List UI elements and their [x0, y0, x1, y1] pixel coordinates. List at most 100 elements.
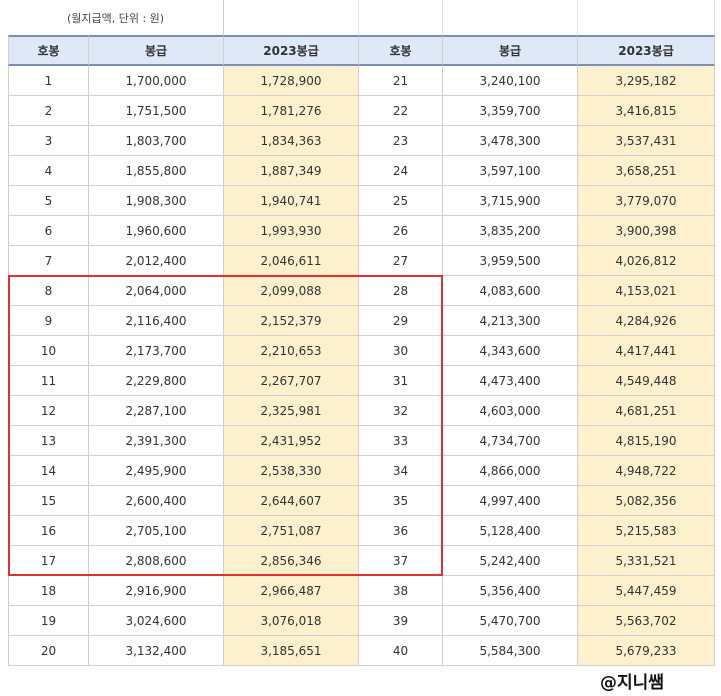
cell-salary: 5,242,400 [443, 546, 578, 576]
cell-salary-2023: 2,431,952 [224, 426, 359, 456]
cell-grade: 14 [8, 456, 89, 486]
cell-salary-2023: 4,284,926 [578, 306, 715, 336]
cell-salary: 2,116,400 [89, 306, 224, 336]
cell-salary: 2,705,100 [89, 516, 224, 546]
cell-salary: 1,700,000 [89, 66, 224, 96]
cell-salary-2023: 4,417,441 [578, 336, 715, 366]
cell-salary-2023: 1,940,741 [224, 186, 359, 216]
cell-salary-2023: 2,325,981 [224, 396, 359, 426]
cell-salary: 2,808,600 [89, 546, 224, 576]
cell-salary-2023: 4,026,812 [578, 246, 715, 276]
cell-salary-2023: 5,563,702 [578, 606, 715, 636]
cell-salary: 3,959,500 [443, 246, 578, 276]
cell-grade: 26 [359, 216, 443, 246]
cell-salary-2023: 3,900,398 [578, 216, 715, 246]
cell-salary: 3,478,300 [443, 126, 578, 156]
cell-salary: 5,470,700 [443, 606, 578, 636]
cell-grade: 40 [359, 636, 443, 666]
header-grade: 호봉 [8, 35, 89, 66]
table-row: 20 3,132,400 3,185,651 40 5,584,300 5,679,233 [0, 636, 721, 666]
cell-salary: 2,916,900 [89, 576, 224, 606]
table-row: 8 2,064,000 2,099,088 28 4,083,600 4,153,021 [0, 276, 721, 306]
cell-grade: 37 [359, 546, 443, 576]
cell-grade: 25 [359, 186, 443, 216]
blank-cell [443, 0, 578, 35]
cell-grade: 29 [359, 306, 443, 336]
cell-salary-2023: 1,728,900 [224, 66, 359, 96]
table-row: 11 2,229,800 2,267,707 31 4,473,400 4,549,448 [0, 366, 721, 396]
table-row: 18 2,916,900 2,966,487 38 5,356,400 5,447,459 [0, 576, 721, 606]
cell-grade: 3 [8, 126, 89, 156]
cell-salary: 1,803,700 [89, 126, 224, 156]
table-row: 14 2,495,900 2,538,330 34 4,866,000 4,948,722 [0, 456, 721, 486]
cell-salary-2023: 3,658,251 [578, 156, 715, 186]
header-salary-2023: 2023봉급 [578, 35, 715, 66]
cell-grade: 1 [8, 66, 89, 96]
cell-salary: 3,240,100 [443, 66, 578, 96]
cell-salary-2023: 4,549,448 [578, 366, 715, 396]
header-grade: 호봉 [359, 35, 443, 66]
cell-salary: 2,600,400 [89, 486, 224, 516]
cell-salary-2023: 3,185,651 [224, 636, 359, 666]
cell-grade: 38 [359, 576, 443, 606]
cell-salary-2023: 2,046,611 [224, 246, 359, 276]
cell-salary-2023: 3,779,070 [578, 186, 715, 216]
cell-grade: 21 [359, 66, 443, 96]
cell-grade: 11 [8, 366, 89, 396]
cell-salary-2023: 5,215,583 [578, 516, 715, 546]
cell-salary-2023: 4,948,722 [578, 456, 715, 486]
cell-grade: 39 [359, 606, 443, 636]
cell-salary-2023: 3,076,018 [224, 606, 359, 636]
table-row: 16 2,705,100 2,751,087 36 5,128,400 5,215,583 [0, 516, 721, 546]
cell-grade: 2 [8, 96, 89, 126]
header-salary-2023: 2023봉급 [224, 35, 359, 66]
header-salary: 봉급 [443, 35, 578, 66]
cell-grade: 10 [8, 336, 89, 366]
cell-grade: 33 [359, 426, 443, 456]
cell-salary-2023: 2,210,653 [224, 336, 359, 366]
table-row: 2 1,751,500 1,781,276 22 3,359,700 3,416,815 [0, 96, 721, 126]
cell-grade: 20 [8, 636, 89, 666]
cell-grade: 28 [359, 276, 443, 306]
cell-salary: 4,213,300 [443, 306, 578, 336]
cell-salary: 3,835,200 [443, 216, 578, 246]
cell-salary: 5,128,400 [443, 516, 578, 546]
cell-grade: 9 [8, 306, 89, 336]
table-row: 17 2,808,600 2,856,346 37 5,242,400 5,331,521 [0, 546, 721, 576]
cell-grade: 6 [8, 216, 89, 246]
cell-grade: 12 [8, 396, 89, 426]
cell-salary-2023: 1,887,349 [224, 156, 359, 186]
cell-salary-2023: 2,751,087 [224, 516, 359, 546]
cell-salary-2023: 3,537,431 [578, 126, 715, 156]
blank-cell [359, 0, 443, 35]
cell-salary: 4,343,600 [443, 336, 578, 366]
cell-salary-2023: 2,538,330 [224, 456, 359, 486]
cell-grade: 30 [359, 336, 443, 366]
cell-salary: 4,083,600 [443, 276, 578, 306]
cell-salary-2023: 2,966,487 [224, 576, 359, 606]
table-row: 10 2,173,700 2,210,653 30 4,343,600 4,417,441 [0, 336, 721, 366]
cell-grade: 35 [359, 486, 443, 516]
cell-grade: 17 [8, 546, 89, 576]
table-row: 5 1,908,300 1,940,741 25 3,715,900 3,779,070 [0, 186, 721, 216]
watermark: @지니쌤 [600, 672, 664, 693]
cell-salary: 4,473,400 [443, 366, 578, 396]
table-row: 7 2,012,400 2,046,611 27 3,959,500 4,026,812 [0, 246, 721, 276]
cell-salary: 4,997,400 [443, 486, 578, 516]
unit-note: (월지급액, 단위 : 원) [8, 0, 224, 35]
cell-salary: 3,132,400 [89, 636, 224, 666]
cell-grade: 13 [8, 426, 89, 456]
cell-salary: 2,229,800 [89, 366, 224, 396]
blank-cell [578, 0, 715, 35]
table-header: 호봉 봉급 2023봉급 호봉 봉급 2023봉급 [0, 35, 721, 66]
cell-salary-2023: 2,099,088 [224, 276, 359, 306]
cell-salary-2023: 2,152,379 [224, 306, 359, 336]
cell-salary-2023: 3,295,182 [578, 66, 715, 96]
table-row: 13 2,391,300 2,431,952 33 4,734,700 4,815,190 [0, 426, 721, 456]
cell-salary-2023: 2,856,346 [224, 546, 359, 576]
table-row: 1 1,700,000 1,728,900 21 3,240,100 3,295,182 [0, 66, 721, 96]
cell-grade: 32 [359, 396, 443, 426]
cell-salary-2023: 5,679,233 [578, 636, 715, 666]
cell-salary: 2,064,000 [89, 276, 224, 306]
cell-grade: 16 [8, 516, 89, 546]
